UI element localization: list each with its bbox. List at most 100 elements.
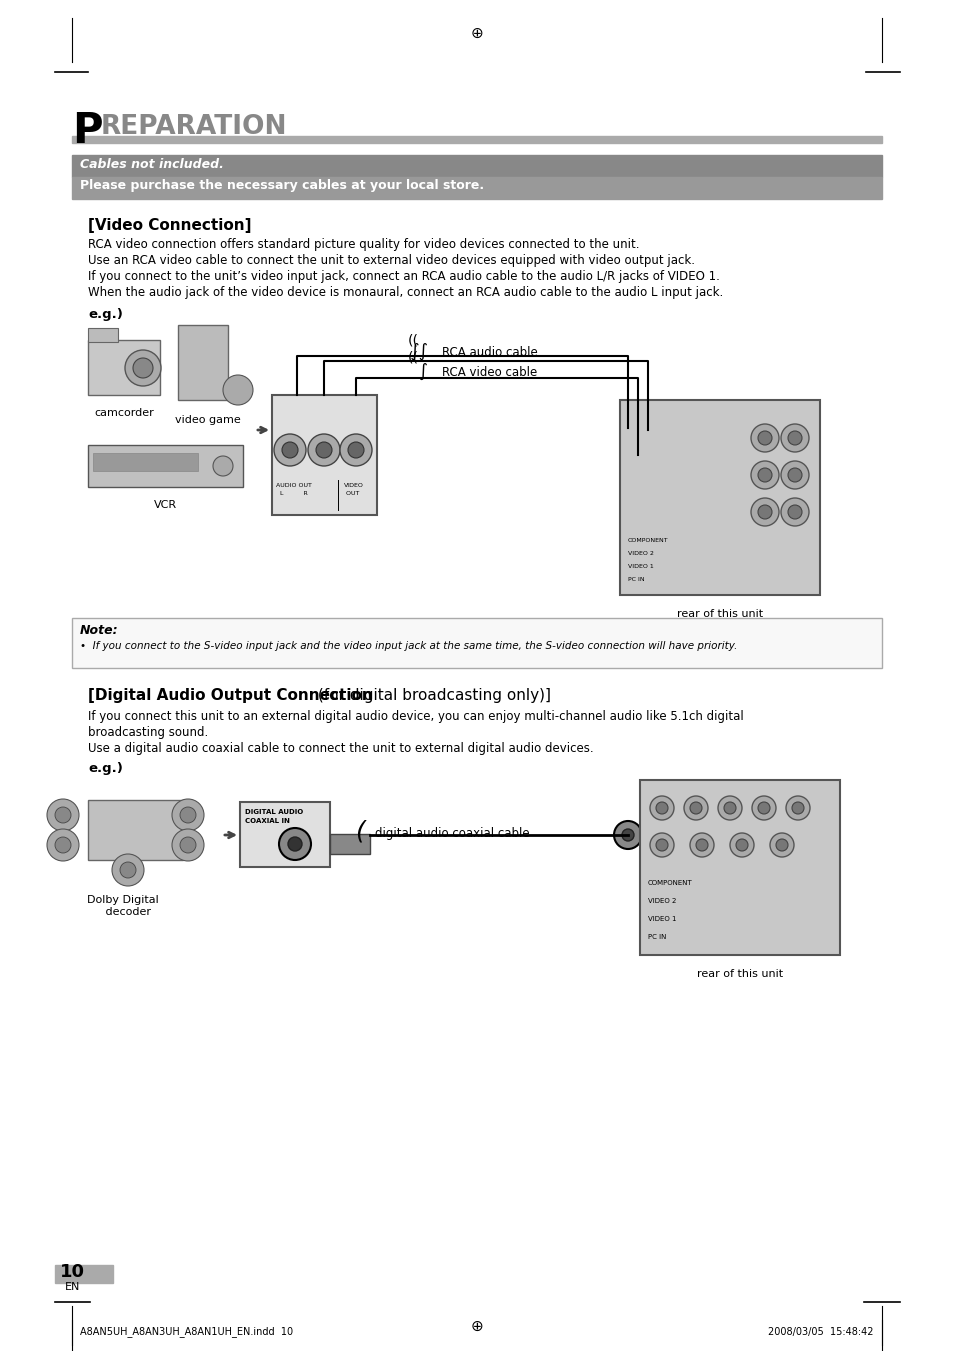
Text: rear of this unit: rear of this unit: [677, 609, 762, 619]
Circle shape: [348, 442, 364, 458]
Text: VIDEO 2: VIDEO 2: [627, 551, 653, 557]
Circle shape: [758, 505, 771, 519]
Text: EN: EN: [65, 1282, 80, 1292]
Circle shape: [223, 376, 253, 405]
Circle shape: [614, 821, 641, 848]
Circle shape: [758, 431, 771, 444]
Text: If you connect to the unit’s video input jack, connect an RCA audio cable to the: If you connect to the unit’s video input…: [88, 270, 720, 282]
Circle shape: [775, 839, 787, 851]
Circle shape: [689, 802, 701, 815]
Text: [Digital Audio Output Connection: [Digital Audio Output Connection: [88, 688, 373, 703]
Bar: [88, 444, 243, 486]
Circle shape: [621, 830, 634, 842]
Text: COAXIAL IN: COAXIAL IN: [245, 817, 290, 824]
Text: RCA audio cable: RCA audio cable: [441, 346, 537, 358]
Circle shape: [278, 828, 311, 861]
Circle shape: [785, 796, 809, 820]
Text: ⊕: ⊕: [470, 26, 483, 41]
Text: COMPONENT: COMPONENT: [647, 880, 692, 886]
Text: [Video Connection]: [Video Connection]: [88, 218, 252, 232]
Bar: [639, 780, 840, 955]
Circle shape: [751, 796, 775, 820]
Circle shape: [787, 431, 801, 444]
Text: rear of this unit: rear of this unit: [697, 969, 782, 979]
Text: VIDEO: VIDEO: [344, 484, 363, 488]
Circle shape: [656, 802, 667, 815]
Text: PC IN: PC IN: [647, 934, 666, 940]
Bar: [71, 177, 882, 199]
Text: 2008/03/05  15:48:42: 2008/03/05 15:48:42: [768, 1327, 873, 1337]
Bar: [88, 340, 160, 394]
Circle shape: [787, 467, 801, 482]
Text: COMPONENT: COMPONENT: [627, 538, 668, 543]
Text: VCR: VCR: [153, 500, 176, 509]
Text: L          R: L R: [275, 490, 308, 496]
Text: RCA video cable: RCA video cable: [441, 366, 537, 378]
Circle shape: [172, 798, 204, 831]
Circle shape: [781, 499, 808, 526]
Bar: [88, 800, 183, 861]
Text: VIDEO 1: VIDEO 1: [627, 563, 653, 569]
Bar: [272, 394, 376, 515]
Circle shape: [47, 830, 79, 861]
Bar: [330, 834, 370, 854]
Text: ∫∫: ∫∫: [408, 340, 426, 359]
Circle shape: [649, 834, 673, 857]
Circle shape: [180, 807, 195, 823]
Circle shape: [781, 461, 808, 489]
Text: (: (: [355, 820, 364, 844]
Text: VIDEO 1: VIDEO 1: [647, 916, 676, 921]
Text: OUT: OUT: [344, 490, 359, 496]
Circle shape: [55, 807, 71, 823]
Bar: [71, 155, 882, 177]
Circle shape: [180, 838, 195, 852]
Circle shape: [112, 854, 144, 886]
Circle shape: [750, 424, 779, 453]
Circle shape: [781, 424, 808, 453]
Circle shape: [120, 862, 136, 878]
Text: DIGITAL AUDIO: DIGITAL AUDIO: [245, 809, 303, 815]
Circle shape: [750, 499, 779, 526]
Text: video game: video game: [175, 415, 240, 426]
Circle shape: [656, 839, 667, 851]
Text: REPARATION: REPARATION: [101, 113, 287, 141]
Text: digital audio coaxial cable: digital audio coaxial cable: [375, 827, 529, 839]
Circle shape: [729, 834, 753, 857]
Bar: [71, 617, 882, 667]
Text: ∫: ∫: [417, 361, 427, 380]
Circle shape: [718, 796, 741, 820]
Bar: [71, 136, 882, 143]
Circle shape: [274, 434, 306, 466]
Circle shape: [47, 798, 79, 831]
Text: A8AN5UH_A8AN3UH_A8AN1UH_EN.indd  10: A8AN5UH_A8AN3UH_A8AN1UH_EN.indd 10: [80, 1327, 293, 1337]
Circle shape: [791, 802, 803, 815]
Text: Please purchase the necessary cables at your local store.: Please purchase the necessary cables at …: [80, 178, 483, 192]
Circle shape: [750, 461, 779, 489]
Circle shape: [649, 796, 673, 820]
Bar: [619, 400, 820, 594]
Text: e.g.): e.g.): [88, 762, 123, 775]
Text: broadcasting sound.: broadcasting sound.: [88, 725, 208, 739]
Circle shape: [735, 839, 747, 851]
Circle shape: [55, 838, 71, 852]
Text: ((
((: (( ((: [408, 334, 418, 365]
Text: Note:: Note:: [80, 624, 118, 638]
Text: If you connect this unit to an external digital audio device, you can enjoy mult: If you connect this unit to an external …: [88, 711, 743, 723]
Circle shape: [723, 802, 735, 815]
Circle shape: [125, 350, 161, 386]
Text: VIDEO 2: VIDEO 2: [647, 898, 676, 904]
Circle shape: [339, 434, 372, 466]
Circle shape: [769, 834, 793, 857]
Circle shape: [696, 839, 707, 851]
Text: camcorder: camcorder: [94, 408, 153, 417]
Circle shape: [683, 796, 707, 820]
Bar: [88, 328, 118, 342]
Circle shape: [758, 802, 769, 815]
Text: AUDIO OUT: AUDIO OUT: [275, 484, 312, 488]
Circle shape: [213, 457, 233, 476]
Text: decoder: decoder: [95, 907, 151, 917]
Text: RCA video connection offers standard picture quality for video devices connected: RCA video connection offers standard pic…: [88, 238, 639, 251]
Text: When the audio jack of the video device is monaural, connect an RCA audio cable : When the audio jack of the video device …: [88, 286, 722, 299]
Circle shape: [172, 830, 204, 861]
Text: 10: 10: [60, 1263, 85, 1281]
